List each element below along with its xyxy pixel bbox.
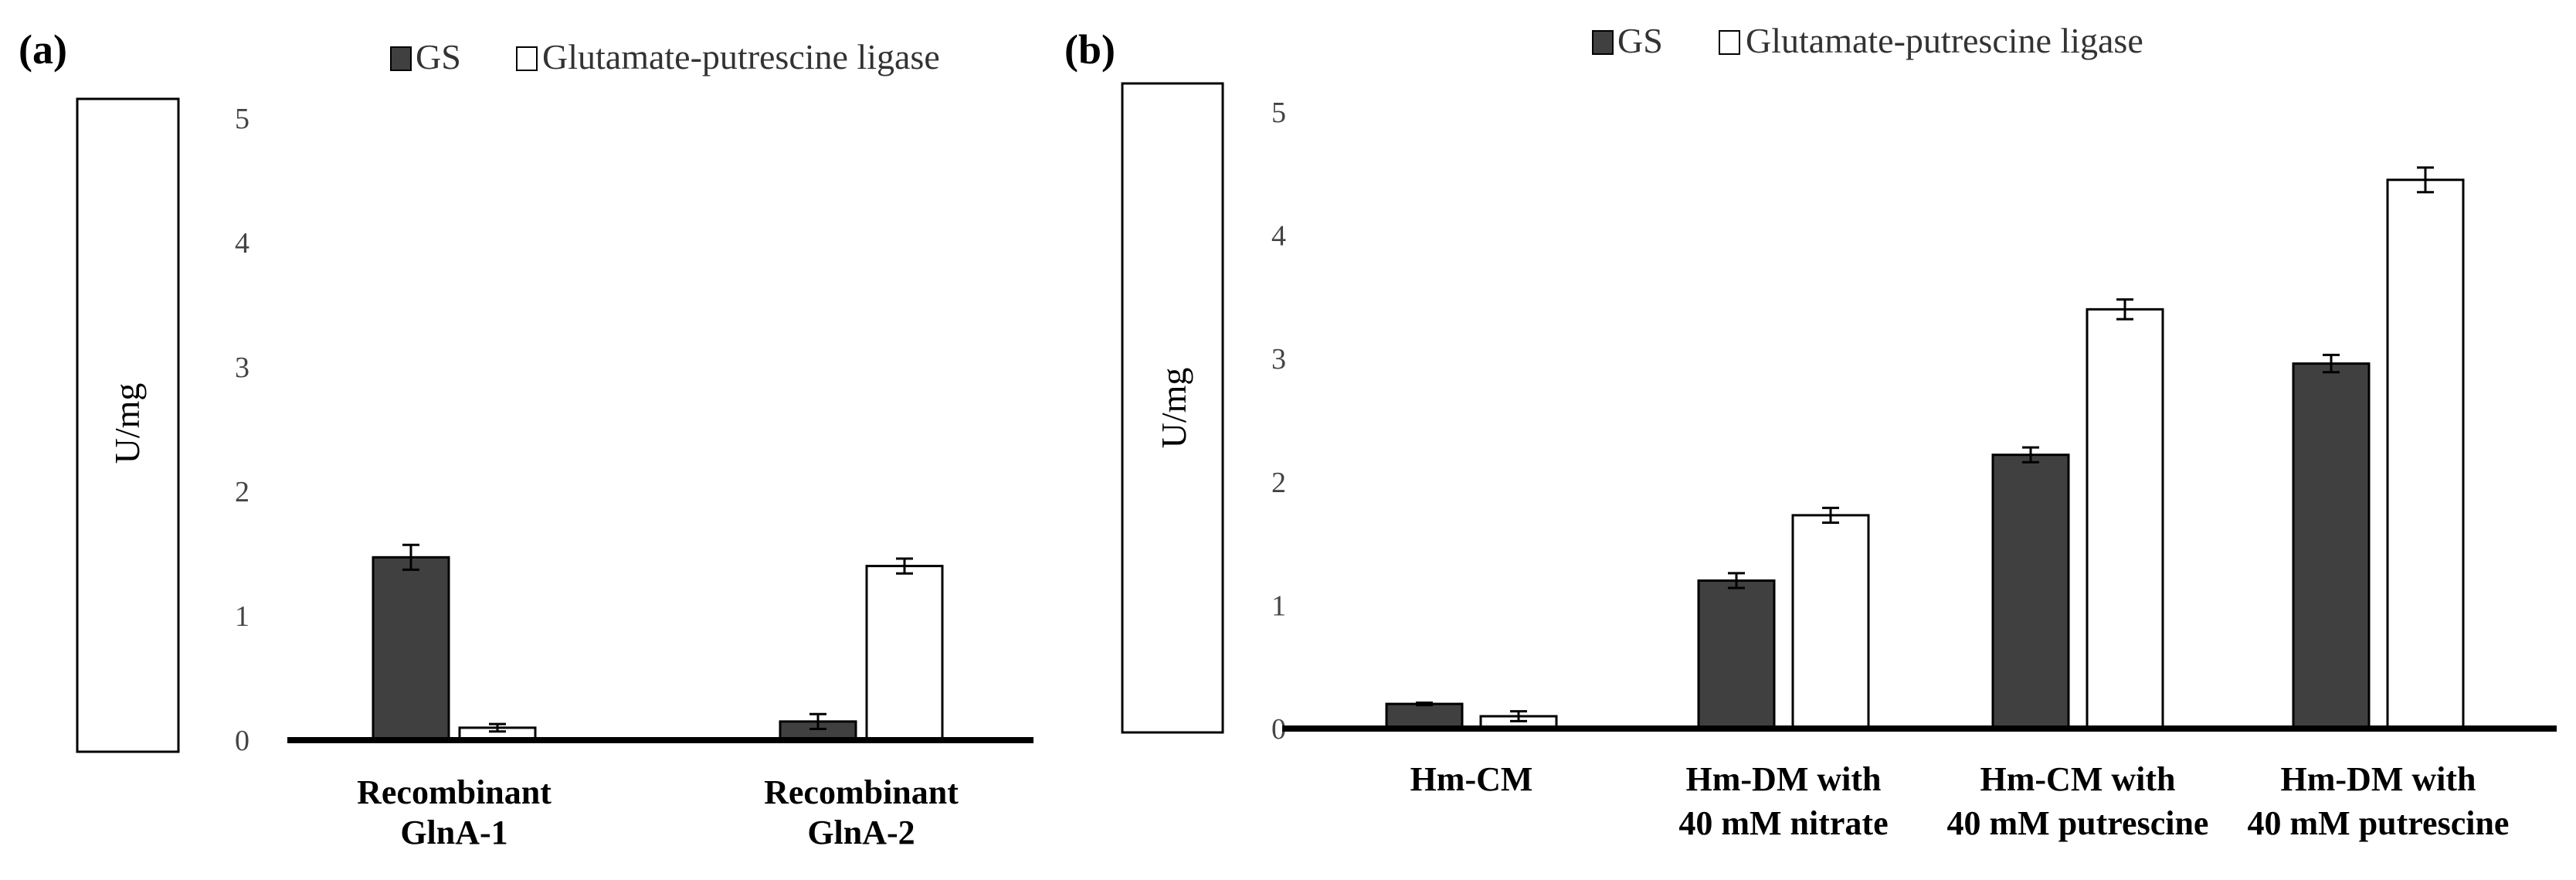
panel-a-bar-gpl-1 [865, 565, 944, 742]
panel-b-category-labels: Hm-CM Hm-DM with 40 mM nitrate Hm-CM with 40… [1410, 760, 2510, 842]
panel-a-category-label-0-line-1: GlnA-1 [400, 814, 507, 851]
panel-a-category-label-1-line-0: Recombinant [764, 773, 959, 811]
panel-a-y-tick-1: 1 [235, 600, 249, 633]
panel-b-y-tick-4: 4 [1271, 220, 1286, 253]
panel-b-error-bar-gs-0 [1416, 701, 1433, 707]
panel-b-legend-gs-label: GS [1617, 21, 1663, 60]
panel-a-ylabel-frame [76, 97, 180, 753]
panel-b-y-tick-2: 2 [1271, 467, 1286, 499]
panel-b-bar-gpl-2 [2086, 307, 2164, 730]
panel-b-category-label-2-line-0: Hm-CM with [1980, 760, 2176, 798]
panel-a-legend-gpl-label: Glutamate-putrescine ligase [542, 37, 940, 76]
panel-b-error-bar-gs-1 [1728, 572, 1745, 589]
panel-a-ylabel-box: U/mg [76, 97, 180, 753]
panel-a-y-tick-0: 0 [235, 725, 249, 757]
panel-b-label: (b) [1064, 26, 1115, 73]
panel-a-error-bar-gpl-0 [489, 722, 506, 733]
panel-b-error-bar-gpl-2 [2116, 298, 2133, 321]
panel-a-legend-swatch-gpl [516, 46, 538, 71]
panel-b-bar-gpl-1 [1791, 514, 1870, 730]
panel-b-bar-gs-0 [1385, 702, 1464, 730]
panel-a-bar-gs-0 [372, 556, 450, 742]
panel-b-ylabel-box: U/mg [1121, 82, 1224, 734]
panel-b-error-bar-gs-3 [2323, 353, 2340, 374]
panel-b-legend-swatch-gpl [1719, 30, 1740, 55]
panel-b-y-ticks: 0 1 2 3 4 5 [1271, 97, 1286, 746]
panel-a-category-label-1-line-1: GlnA-2 [807, 814, 915, 851]
panel-a-label: (a) [19, 26, 67, 73]
panel-b-category-label-0-line-0: Hm-CM [1410, 760, 1533, 798]
panel-a-y-tick-5: 5 [235, 103, 249, 135]
panel-b-y-tick-3: 3 [1271, 343, 1286, 375]
panel-b-bar-gs-2 [1991, 454, 2070, 730]
panel-b-bars [1385, 166, 2465, 730]
panel-a-error-bar-gpl-1 [896, 557, 913, 575]
panel-b-ylabel-frame [1121, 82, 1224, 734]
panel-b: (b) GS Glutamate-putrescine ligase U/mg … [1064, 21, 2557, 842]
panel-b-legend: GS Glutamate-putrescine ligase [1592, 21, 2143, 60]
panel-a-legend-gs-label: GS [416, 37, 461, 76]
panel-a-y-axis-title: U/mg [107, 383, 147, 464]
panel-b-y-axis-title: U/mg [1154, 368, 1193, 449]
panel-b-bar-gs-3 [2292, 362, 2371, 730]
panel-a-error-bar-gs-1 [809, 712, 826, 731]
panel-b-bar-gpl-3 [2386, 178, 2465, 730]
panel-a-y-ticks: 0 1 2 3 4 5 [235, 103, 249, 757]
panel-a-y-tick-2: 2 [235, 476, 249, 508]
panel-b-error-bar-gs-2 [2022, 446, 2039, 464]
panel-a-error-bar-gs-0 [402, 543, 419, 571]
panel-b-legend-swatch-gs [1592, 30, 1614, 55]
panel-b-category-label-1-line-0: Hm-DM with [1686, 760, 1882, 798]
panel-b-y-tick-0: 0 [1271, 713, 1286, 746]
panel-b-category-label-1-line-1: 40 mM nitrate [1678, 804, 1888, 842]
panel-b-category-label-3-line-0: Hm-DM with [2281, 760, 2476, 798]
panel-a-y-tick-3: 3 [235, 352, 249, 384]
panel-b-error-bar-gpl-0 [1510, 710, 1527, 722]
panel-b-bar-gs-1 [1697, 579, 1776, 730]
panel-a-legend: GS Glutamate-putrescine ligase [390, 37, 940, 76]
panel-b-error-bar-gpl-1 [1822, 506, 1839, 524]
panel-b-y-tick-5: 5 [1271, 97, 1286, 129]
panel-a-legend-swatch-gs [390, 46, 412, 71]
panel-a-y-tick-4: 4 [235, 227, 249, 260]
panel-a-category-label-0-line-0: Recombinant [357, 773, 552, 811]
panel-a: (a) GS Glutamate-putrescine ligase U/mg … [19, 26, 1033, 851]
panel-a-bars [372, 543, 944, 742]
panel-b-y-tick-1: 1 [1271, 589, 1286, 622]
panel-b-category-label-2-line-1: 40 mM putrescine [1947, 804, 2209, 842]
panel-b-category-label-3-line-1: 40 mM putrescine [2248, 804, 2510, 842]
panel-b-legend-gpl-label: Glutamate-putrescine ligase [1746, 21, 2143, 60]
panel-b-error-bar-gpl-3 [2417, 166, 2434, 194]
